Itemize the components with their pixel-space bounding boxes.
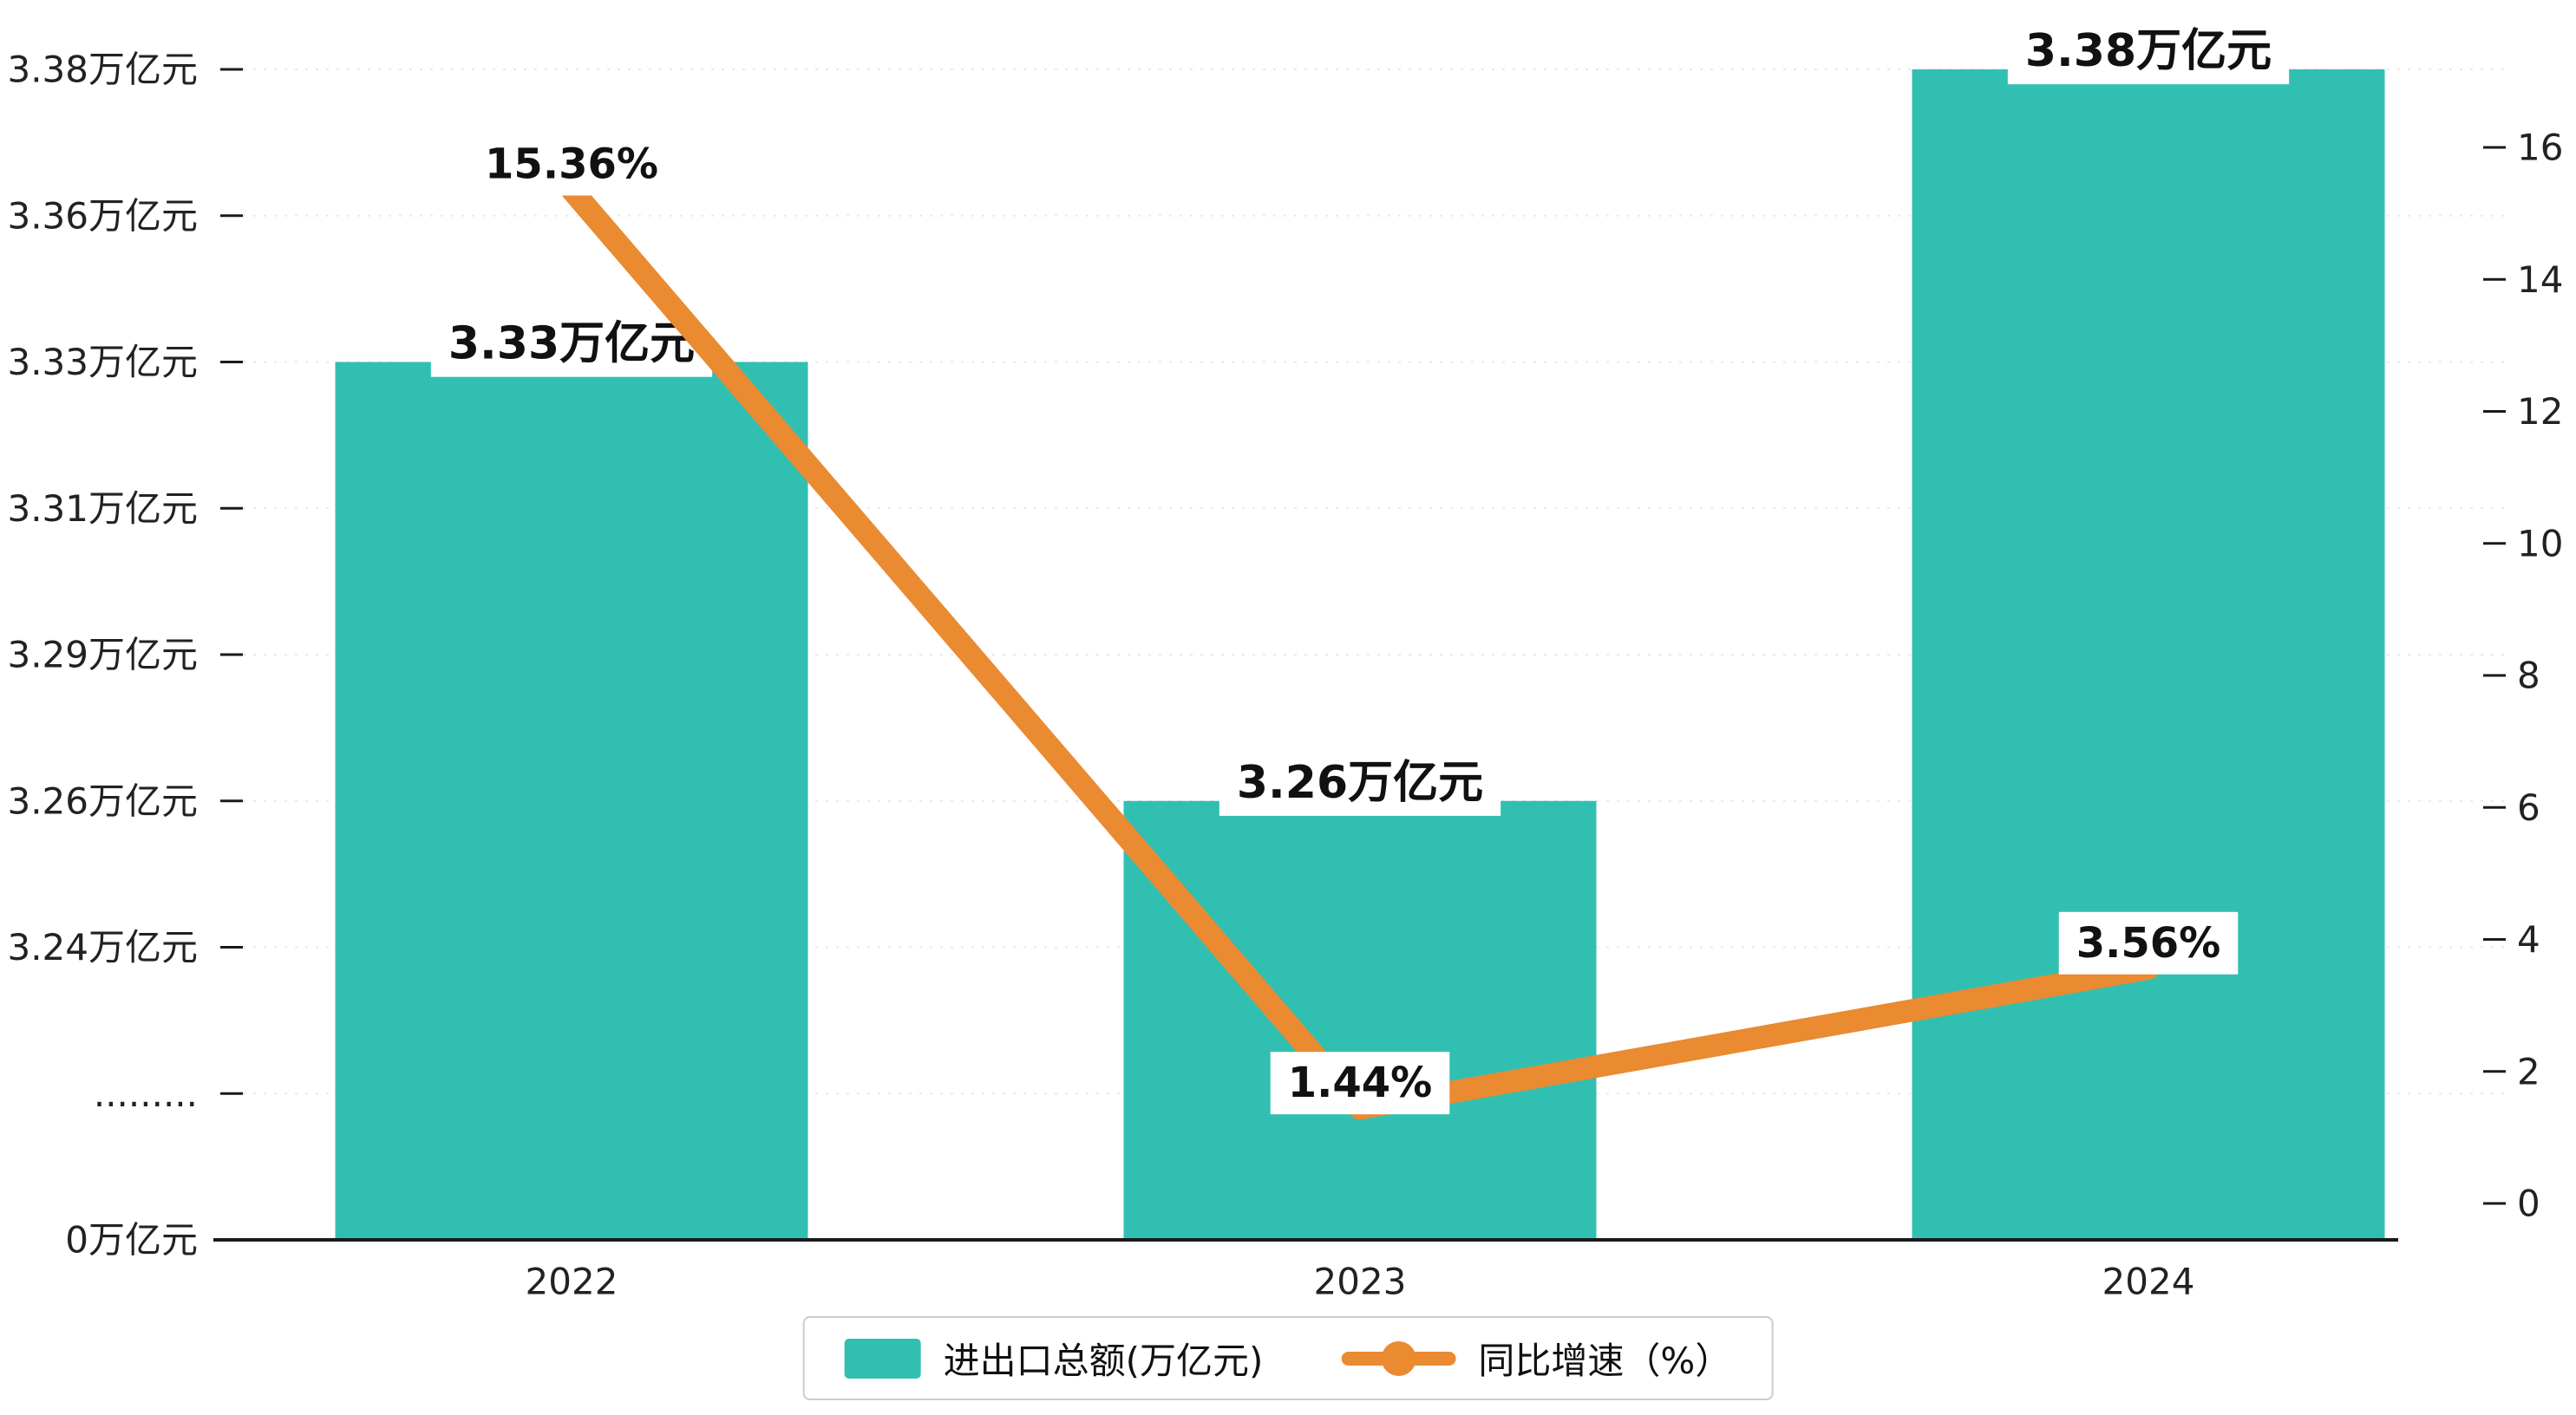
left-axis-label: 3.36万亿元 (7, 194, 198, 237)
right-axis-label: 0 (2517, 1183, 2540, 1225)
line-series-marker (1341, 1340, 1456, 1376)
bar-2024[interactable] (1912, 69, 2385, 1240)
line-marker-dot (1381, 1340, 1416, 1376)
bar-value-label-2022-bg (430, 310, 713, 377)
legend-item-line-series[interactable]: 同比增速（%） (1341, 1332, 1731, 1385)
legend-label-bar-series: 进出口总额(万亿元) (943, 1340, 1264, 1382)
growth-label-2023-bg (1270, 1052, 1450, 1115)
right-axis-label: 10 (2517, 522, 2563, 564)
bar-value-label-2023-bg (1219, 749, 1501, 816)
left-axis-label: 0万亿元 (65, 1219, 198, 1262)
bar-series-swatch (844, 1338, 921, 1379)
left-axis-label: ......... (94, 1073, 198, 1115)
legend-label-line-series: 同比增速（%） (1478, 1340, 1732, 1382)
right-axis-label: 14 (2517, 258, 2563, 301)
legend-item-bar-series[interactable]: 进出口总额(万亿元) (844, 1332, 1264, 1385)
x-axis-label-2023: 2023 (1314, 1261, 1407, 1303)
right-axis-label: 2 (2517, 1050, 2540, 1092)
left-axis-label: 3.24万亿元 (7, 926, 198, 968)
right-axis-label: 12 (2517, 390, 2563, 433)
growth-label-2024: 3.56% (2076, 919, 2221, 968)
right-axis-label: 16 (2517, 127, 2563, 169)
bar-value-label-2024-bg (2007, 18, 2290, 85)
growth-label-2023: 1.44% (1288, 1059, 1433, 1107)
right-axis-label: 8 (2517, 655, 2540, 697)
bar-value-label-2024: 3.38万亿元 (2025, 25, 2272, 77)
growth-label-2022-bg (467, 133, 676, 196)
growth-label-2022: 15.36% (485, 140, 658, 189)
right-axis-label: 4 (2517, 918, 2540, 961)
left-axis-label: 3.38万亿元 (7, 49, 198, 91)
x-axis-label-2022: 2022 (526, 1261, 618, 1303)
growth-label-2024-bg (2058, 911, 2239, 975)
x-axis-label-2024: 2024 (2102, 1261, 2195, 1303)
left-axis-label: 3.29万亿元 (7, 634, 198, 676)
bar-value-label-2023: 3.26万亿元 (1237, 757, 1483, 809)
left-axis-label: 3.26万亿元 (7, 779, 198, 822)
left-axis-label: 3.33万亿元 (7, 341, 198, 383)
bar-value-label-2022: 3.33万亿元 (448, 318, 695, 370)
left-axis-label: 3.31万亿元 (7, 487, 198, 530)
bar-2022[interactable] (335, 362, 808, 1241)
right-axis-label: 6 (2517, 786, 2540, 829)
legend: 进出口总额(万亿元) 同比增速（%） (802, 1316, 1774, 1400)
bar-2023[interactable] (1123, 800, 1597, 1240)
